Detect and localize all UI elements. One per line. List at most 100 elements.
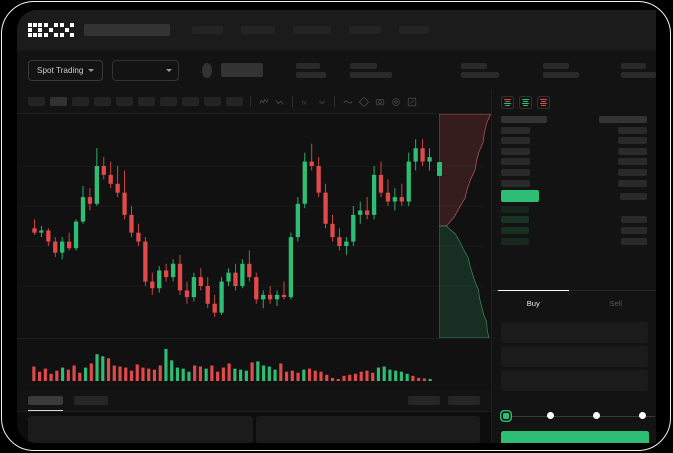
ruler-icon[interactable] <box>358 96 369 107</box>
market-stat <box>461 62 499 78</box>
orderbook-ask-row[interactable] <box>501 126 647 134</box>
candlestick-chart[interactable] <box>17 114 491 338</box>
interval-button-3[interactable] <box>72 97 89 106</box>
candlestick-canvas <box>17 139 485 318</box>
orderbook-mode-buttons <box>492 90 656 114</box>
okx-logo[interactable] <box>28 23 74 37</box>
okx-logo-glyph-3 <box>60 23 74 37</box>
chart-toolbar: fx <box>17 90 491 114</box>
bottom-panel-left[interactable] <box>28 416 253 443</box>
okx-logo-glyph <box>28 23 42 37</box>
stepper-node-1[interactable] <box>503 412 509 419</box>
bottom-tab-1[interactable] <box>28 396 63 412</box>
okx-logo-glyph-2 <box>44 23 58 37</box>
order-panel: Buy Sell <box>491 90 656 443</box>
pair-select[interactable] <box>112 59 179 81</box>
market-stat <box>296 62 326 78</box>
settings-icon[interactable] <box>390 96 401 107</box>
stepper-node-4[interactable] <box>639 412 646 419</box>
orderbook-mode-both[interactable] <box>501 96 514 109</box>
orderbook-mode-asks[interactable] <box>537 96 550 109</box>
search-input[interactable] <box>83 24 170 36</box>
volume-canvas <box>32 349 432 381</box>
nav-item-5[interactable] <box>398 26 429 34</box>
nav-item-1[interactable] <box>191 26 223 34</box>
bottom-tabs <box>17 390 491 412</box>
orderbook-ask-row[interactable] <box>501 147 647 155</box>
stepper-node-2[interactable] <box>547 412 554 419</box>
market-stat <box>543 62 579 78</box>
nav-item-4[interactable] <box>348 26 381 34</box>
bottom-action-2[interactable] <box>448 396 480 405</box>
order-tab-buy[interactable]: Buy <box>492 289 575 316</box>
interval-button-4[interactable] <box>94 97 111 106</box>
orderbook-bid-row[interactable] <box>501 237 647 245</box>
nav-item-2[interactable] <box>240 26 275 34</box>
volume-chart[interactable] <box>17 338 491 390</box>
interval-button-9[interactable] <box>204 97 221 106</box>
nav-item-3[interactable] <box>292 26 331 34</box>
candlestick-icon[interactable] <box>274 96 285 107</box>
order-form-tabs: Buy Sell <box>492 289 657 316</box>
market-stat <box>621 62 656 78</box>
interval-button-2[interactable] <box>50 97 67 106</box>
orderbook-header-row <box>501 116 647 123</box>
order-form-fields <box>492 316 656 394</box>
interval-button-5[interactable] <box>116 97 133 106</box>
order-tab-sell-label: Sell <box>609 299 623 308</box>
interval-button-8[interactable] <box>182 97 199 106</box>
bottom-panels <box>17 412 491 443</box>
orderbook-ask-row[interactable] <box>501 137 647 145</box>
chevron-down-icon[interactable] <box>316 96 327 107</box>
toolbar-divider <box>334 96 335 107</box>
orderbook-bid-row[interactable] <box>501 216 647 224</box>
header-nav <box>191 26 429 34</box>
amount-percent-stepper[interactable] <box>501 410 655 424</box>
stepper-node-3[interactable] <box>593 412 600 419</box>
pair-price <box>221 63 263 77</box>
camera-icon[interactable] <box>374 96 385 107</box>
toolbar-divider <box>292 96 293 107</box>
fullscreen-icon[interactable] <box>406 96 417 107</box>
bottom-panel-right[interactable] <box>255 416 480 443</box>
orderbook-ask-row[interactable] <box>501 179 647 187</box>
indicator-icon[interactable]: fx <box>300 96 311 107</box>
total-field[interactable] <box>501 370 648 391</box>
line-chart-icon[interactable] <box>258 96 269 107</box>
order-tab-sell[interactable]: Sell <box>575 291 657 316</box>
market-stats <box>296 62 656 78</box>
trading-mode-label: Spot Trading <box>37 65 84 75</box>
pair-avatar <box>201 62 213 78</box>
orderbook-ask-row[interactable] <box>501 168 647 176</box>
interval-button-10[interactable] <box>226 97 243 106</box>
interval-button-1[interactable] <box>28 97 45 106</box>
orderbook-bid-row[interactable] <box>501 205 647 213</box>
svg-text:fx: fx <box>301 100 306 106</box>
stepper-track <box>505 416 655 417</box>
chevron-down-icon <box>165 68 172 72</box>
submit-order-button[interactable] <box>501 431 649 443</box>
price-field[interactable] <box>501 322 648 343</box>
amount-field[interactable] <box>501 346 648 367</box>
order-tab-buy-label: Buy <box>526 299 540 308</box>
interval-button-6[interactable] <box>138 97 155 106</box>
current-price-marker <box>437 162 442 176</box>
bottom-tab-2[interactable] <box>74 396 108 405</box>
wave-icon[interactable] <box>342 96 353 107</box>
market-stat <box>350 62 392 78</box>
trading-mode-select[interactable]: Spot Trading <box>28 59 104 81</box>
orderbook-spread-row <box>501 190 647 203</box>
app-screen: Spot Trading <box>17 10 656 443</box>
bottom-action-1[interactable] <box>408 396 440 405</box>
app-header <box>17 10 656 50</box>
orderbook-bid-row[interactable] <box>501 226 647 234</box>
chevron-down-icon <box>88 68 95 72</box>
market-bar: Spot Trading <box>17 50 656 90</box>
depth-chart-overlay <box>439 114 491 338</box>
interval-button-7[interactable] <box>160 97 177 106</box>
order-book[interactable] <box>492 114 656 245</box>
toolbar-divider <box>250 96 251 107</box>
orderbook-mode-bids[interactable] <box>519 96 532 109</box>
orderbook-ask-row[interactable] <box>501 158 647 166</box>
